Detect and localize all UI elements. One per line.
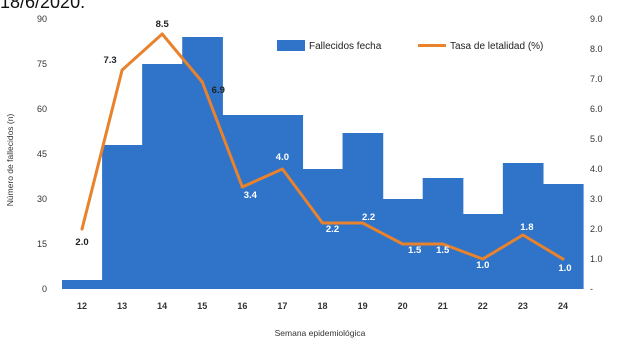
x-tick-label: 19 bbox=[358, 301, 368, 311]
data-label-week-23: 1.8 bbox=[520, 222, 533, 233]
x-tick-label: 24 bbox=[558, 301, 568, 311]
letality-point-week-14 bbox=[160, 32, 164, 36]
x-tick-label: 16 bbox=[237, 301, 247, 311]
data-label-week-18: 2.2 bbox=[326, 224, 339, 235]
left-tick-label: 15 bbox=[37, 239, 47, 249]
left-axis: 0 15 30 45 60 75 90 bbox=[37, 14, 47, 294]
x-tick-label: 14 bbox=[157, 301, 167, 311]
letality-point-week-22 bbox=[481, 257, 485, 261]
data-label-week-14: 8.5 bbox=[156, 19, 170, 30]
data-label-week-20: 1.5 bbox=[408, 245, 422, 256]
x-tick-label: 22 bbox=[478, 301, 488, 311]
x-tick-label: 12 bbox=[77, 301, 87, 311]
right-tick-label: 7.0 bbox=[590, 74, 603, 84]
x-tick-label: 18 bbox=[317, 301, 327, 311]
bar-week-14 bbox=[142, 64, 183, 289]
data-label-week-22: 1.0 bbox=[476, 260, 489, 271]
data-label-week-17: 4.0 bbox=[276, 152, 289, 163]
letality-point-week-18 bbox=[321, 221, 324, 225]
left-tick-label: 45 bbox=[37, 149, 47, 159]
right-tick-label: 5.0 bbox=[590, 134, 603, 144]
data-label-week-24: 1.0 bbox=[558, 263, 571, 274]
right-tick-label: - bbox=[590, 284, 593, 294]
letality-point-week-12 bbox=[80, 227, 84, 231]
line-series bbox=[80, 32, 565, 261]
bar-series bbox=[62, 37, 584, 289]
left-tick-label: 30 bbox=[37, 194, 47, 204]
letality-point-week-15 bbox=[200, 80, 204, 84]
letality-point-week-21 bbox=[441, 242, 445, 246]
y-axis-title: Número de fallecidos (n) bbox=[5, 114, 15, 207]
legend-swatch-bar bbox=[277, 40, 305, 51]
data-label-week-12: 2.0 bbox=[75, 237, 88, 248]
right-tick-label: 8.0 bbox=[590, 44, 603, 54]
bar-week-12 bbox=[62, 280, 103, 289]
bar-week-17 bbox=[262, 115, 304, 289]
x-tick-label: 15 bbox=[197, 301, 207, 311]
letality-point-week-24 bbox=[561, 257, 565, 261]
left-tick-label: 75 bbox=[37, 59, 47, 69]
x-tick-label: 17 bbox=[277, 301, 287, 311]
letality-point-week-19 bbox=[361, 221, 365, 225]
bar-week-24 bbox=[542, 184, 584, 289]
letality-point-week-16 bbox=[240, 185, 244, 189]
x-tick-label: 13 bbox=[117, 301, 127, 311]
caption-fragment: 18/6/2020. bbox=[0, 0, 86, 12]
x-tick-label: 20 bbox=[398, 301, 408, 311]
bar-week-23 bbox=[502, 163, 544, 289]
legend: Fallecidos fecha Tasa de letalidad (%) bbox=[277, 40, 543, 52]
left-tick-label: 60 bbox=[37, 104, 47, 114]
letality-point-week-13 bbox=[120, 68, 124, 72]
bar-week-15 bbox=[182, 37, 223, 289]
right-tick-label: 1.0 bbox=[590, 254, 603, 264]
letality-point-week-17 bbox=[280, 167, 284, 171]
bar-week-19 bbox=[342, 133, 384, 289]
data-label-week-19: 2.2 bbox=[362, 212, 375, 223]
x-axis-title: Semana epidemiológica bbox=[275, 328, 366, 338]
right-tick-label: 6.0 bbox=[590, 104, 603, 114]
right-tick-label: 2.0 bbox=[590, 224, 603, 234]
left-tick-label: 90 bbox=[37, 14, 47, 24]
x-axis: 12 13 14 15 16 17 18 19 20 21 22 23 24 bbox=[77, 301, 568, 311]
legend-label-bar: Fallecidos fecha bbox=[309, 41, 382, 52]
bar-week-16 bbox=[222, 115, 263, 289]
data-label-week-13: 7.3 bbox=[104, 55, 117, 66]
x-tick-label: 21 bbox=[438, 301, 448, 311]
bar-week-18 bbox=[302, 169, 344, 289]
data-labels: 2.0 7.3 8.5 6.9 3.4 4.0 2.2 2.2 1.5 1.5 1.0 1.8 1.0 bbox=[75, 19, 571, 274]
data-label-week-16: 3.4 bbox=[244, 190, 258, 201]
legend-label-line: Tasa de letalidad (%) bbox=[450, 41, 543, 52]
right-tick-label: 4.0 bbox=[590, 164, 603, 174]
bar-week-21 bbox=[422, 178, 464, 289]
letality-point-week-20 bbox=[401, 242, 405, 246]
letality-point-week-23 bbox=[521, 233, 525, 237]
right-axis: - 1.0 2.0 3.0 4.0 5.0 6.0 7.0 8.0 9.0 bbox=[590, 14, 603, 294]
data-label-week-15: 6.9 bbox=[212, 85, 225, 96]
right-tick-label: 9.0 bbox=[590, 14, 603, 24]
data-label-week-21: 1.5 bbox=[436, 245, 450, 256]
bar-week-13 bbox=[102, 145, 143, 289]
x-tick-label: 23 bbox=[518, 301, 528, 311]
right-tick-label: 3.0 bbox=[590, 194, 603, 204]
left-tick-label: 0 bbox=[42, 284, 47, 294]
